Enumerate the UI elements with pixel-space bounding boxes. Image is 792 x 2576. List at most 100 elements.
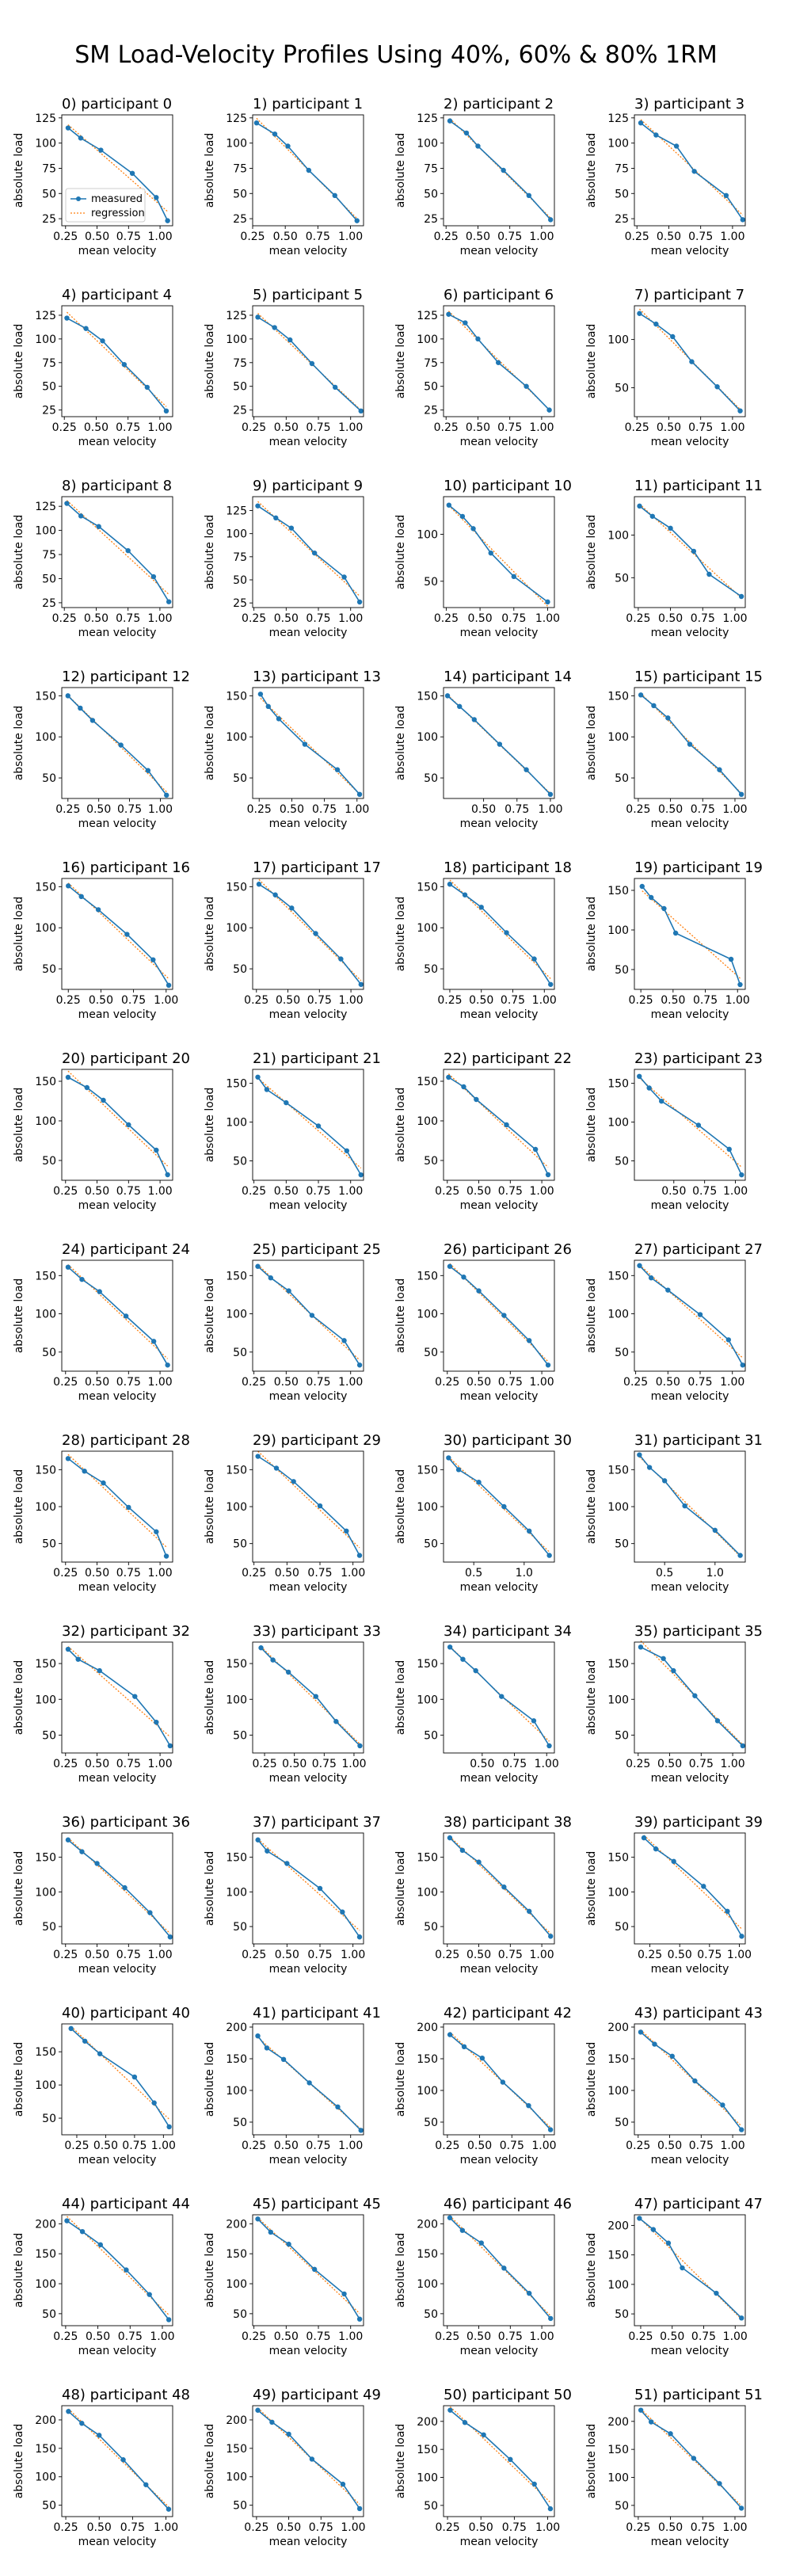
x-tick-label: 0.25 [64, 2140, 89, 2152]
regression-line [642, 890, 741, 979]
data-point [653, 1846, 659, 1852]
x-tick-label: 0.25 [240, 231, 265, 243]
x-tick-label: 0.75 [691, 803, 715, 816]
x-tick-label: 0.50 [89, 994, 113, 1007]
data-point [447, 1263, 453, 1269]
x-axis-label: mean velocity [460, 2154, 539, 2166]
x-tick-label: 0.75 [117, 803, 142, 816]
subplot-svg: 6) participant 6 0.25 0.50 0.75 1.00 25 50 75 10… [394, 287, 555, 448]
y-tick-label: 200 [607, 2022, 629, 2034]
subplot-title: 11) participant 11 [634, 478, 763, 494]
data-point [459, 1847, 466, 1854]
y-tick-label: 100 [35, 922, 56, 935]
axes-frame [61, 687, 173, 799]
data-point [309, 360, 315, 367]
data-point [648, 894, 654, 901]
x-tick-label: 0.5 [465, 1567, 482, 1580]
x-tick-label: 0.75 [693, 994, 718, 1007]
y-tick-label: 125 [226, 112, 247, 125]
x-tick-label: 0.50 [466, 1949, 491, 1961]
x-axis-label: mean velocity [78, 436, 157, 448]
subplot-participant-43: 43) participant 43 0.25 0.50 0.75 1.00 50 100 1… [573, 2000, 763, 2194]
measured-line [638, 313, 741, 412]
data-point [501, 1313, 507, 1318]
data-point [307, 2080, 312, 2086]
x-tick-label: 0.75 [309, 2521, 333, 2534]
y-tick-label: 100 [417, 922, 438, 935]
subplot-participant-49: 49) participant 49 0.25 0.50 0.75 1.00 50 100 1… [191, 2382, 381, 2576]
y-tick-label: 100 [35, 2278, 56, 2291]
regression-line [643, 1835, 742, 1930]
y-tick-label: 150 [35, 690, 56, 703]
measured-line [640, 1646, 744, 1747]
data-point [154, 195, 159, 200]
x-tick-label: 0.75 [306, 612, 330, 625]
data-point [100, 338, 105, 344]
data-point [446, 502, 452, 508]
data-point [650, 2227, 657, 2232]
y-tick-label: 200 [607, 2416, 629, 2429]
data-point [264, 1087, 270, 1092]
y-axis-label: absolute load [585, 706, 598, 781]
x-tick-label: 0.50 [86, 2330, 110, 2343]
data-point [356, 599, 363, 605]
subplot-svg: 16) participant 16 0.25 0.50 0.75 1.00 50 100 1… [13, 859, 190, 1021]
axes-frame [634, 114, 746, 227]
y-axis-label: absolute load [394, 2042, 407, 2117]
subplot-participant-36: 36) participant 36 0.25 0.50 0.75 1.00 50 100 1… [0, 1809, 190, 2003]
y-tick-label: 25 [615, 213, 629, 226]
subplot-title: 18) participant 18 [444, 859, 572, 876]
x-tick-label: 0.50 [274, 2330, 299, 2343]
data-point [151, 2100, 157, 2105]
x-tick-label: 0.25 [53, 2330, 78, 2343]
data-point [526, 192, 532, 199]
data-point [532, 1146, 539, 1153]
y-tick-label: 50 [615, 572, 629, 585]
subplot-participant-31: 31) participant 31 0.5 1.0 50 100 150 mean vel… [573, 1427, 763, 1621]
data-point [285, 1669, 291, 1675]
y-tick-label: 100 [607, 1501, 629, 1514]
data-point [501, 1503, 507, 1510]
y-tick-label: 150 [607, 1852, 629, 1865]
x-tick-label: 0.25 [242, 2330, 266, 2343]
subplot-svg: 8) participant 8 0.25 0.50 0.75 1.00 25 50 75 10… [13, 478, 173, 639]
x-tick-label: 0.25 [434, 421, 459, 434]
y-tick-label: 50 [42, 1729, 56, 1742]
data-point [653, 321, 659, 327]
y-tick-label: 75 [42, 357, 56, 370]
data-point [289, 905, 295, 911]
y-tick-label: 50 [233, 1156, 247, 1168]
data-point [356, 1362, 363, 1368]
measured-line [67, 1458, 167, 1557]
y-tick-label: 150 [226, 2248, 247, 2261]
x-tick-label: 0.50 [85, 1758, 109, 1770]
measured-line [449, 2033, 551, 2131]
x-tick-label: 1.00 [535, 2521, 560, 2534]
x-tick-label: 0.75 [498, 1949, 523, 1961]
data-point [478, 2240, 484, 2246]
y-tick-label: 100 [35, 2471, 56, 2484]
x-tick-label: 0.75 [502, 2521, 527, 2534]
x-tick-label: 0.25 [242, 1376, 266, 1389]
data-point [89, 718, 96, 723]
subplot-svg: 22) participant 22 0.25 0.50 0.75 1.00 50 100 1… [394, 1050, 572, 1212]
y-tick-label: 100 [226, 528, 247, 541]
y-tick-label: 150 [417, 881, 438, 894]
x-tick-label: 0.75 [497, 231, 522, 243]
subplot-svg: 32) participant 32 0.25 0.50 0.75 1.00 50 100 1… [13, 1623, 190, 1785]
data-point [166, 982, 172, 989]
data-point [508, 2456, 513, 2463]
x-axis-label: mean velocity [460, 817, 539, 830]
subplot-title: 7) participant 7 [634, 287, 744, 303]
y-tick-label: 150 [226, 1464, 247, 1477]
data-point [701, 1884, 706, 1889]
data-point [79, 2421, 85, 2426]
y-axis-label: absolute load [585, 897, 598, 972]
axes-frame [443, 114, 555, 227]
data-point [474, 1096, 479, 1103]
x-tick-label: 1.00 [147, 612, 172, 625]
y-tick-label: 100 [417, 1115, 438, 1128]
x-axis-label: mean velocity [651, 1963, 729, 1976]
data-point [680, 2265, 685, 2271]
